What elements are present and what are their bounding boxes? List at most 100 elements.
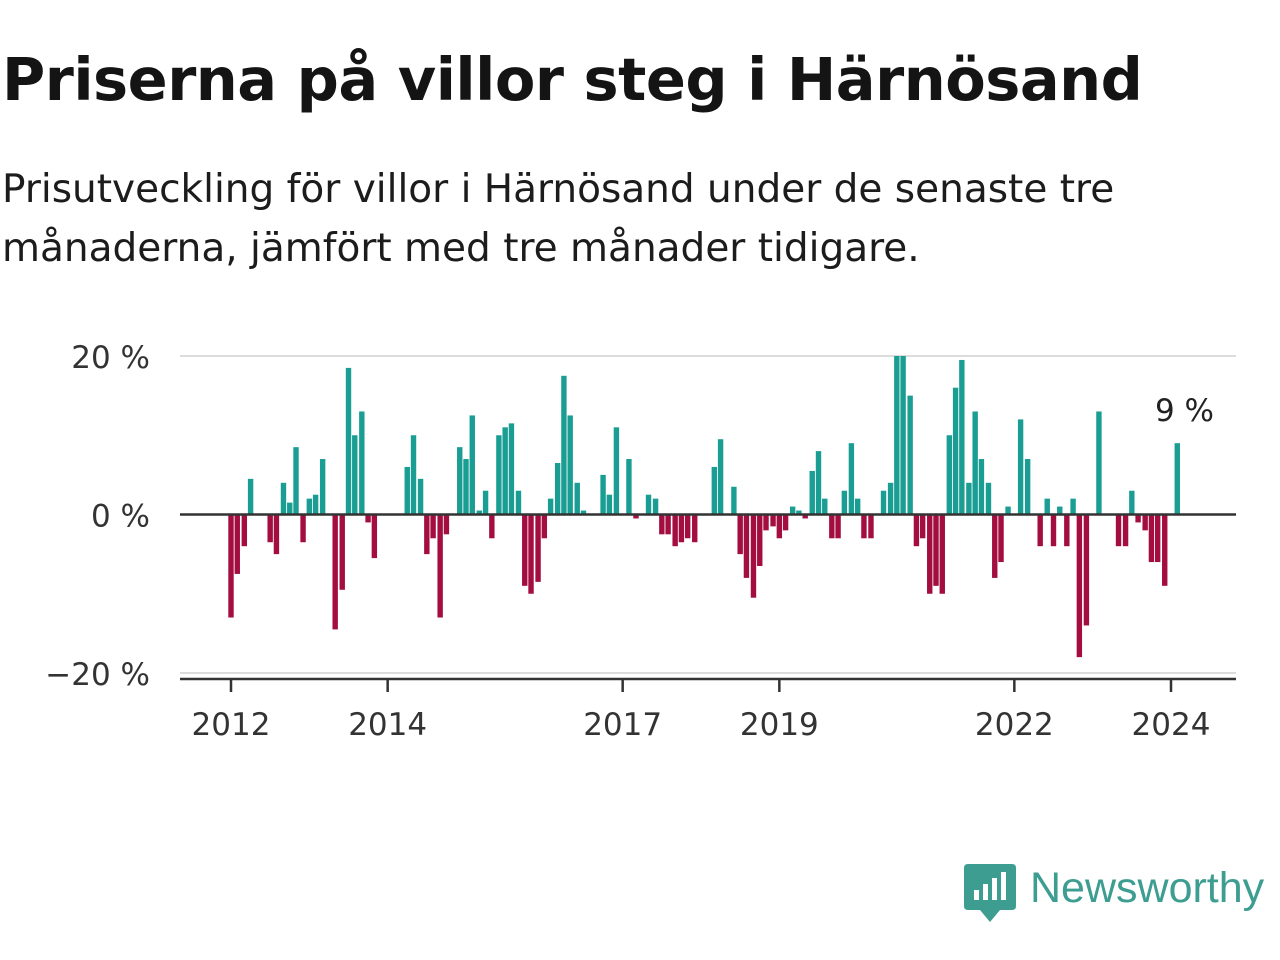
bar xyxy=(443,514,450,535)
newsworthy-bar-chart-icon xyxy=(964,864,1016,922)
bar xyxy=(424,514,430,555)
bar xyxy=(684,514,691,539)
bar xyxy=(1064,514,1070,547)
bar xyxy=(1076,514,1083,658)
bar xyxy=(1083,514,1090,626)
bar xyxy=(776,514,783,539)
bar xyxy=(880,490,887,515)
bar xyxy=(365,514,371,523)
bar xyxy=(835,514,841,539)
y-tick-label: 0 % xyxy=(91,499,150,535)
bar xyxy=(1057,506,1063,515)
bar xyxy=(267,514,273,543)
bar xyxy=(796,510,802,515)
bar xyxy=(770,514,776,527)
bar xyxy=(678,514,685,543)
bar xyxy=(247,478,254,515)
bar xyxy=(809,470,815,515)
bar xyxy=(319,459,326,515)
bar xyxy=(672,514,678,547)
axes xyxy=(180,513,1236,692)
bar xyxy=(241,514,248,547)
bar xyxy=(633,514,639,519)
bar xyxy=(613,427,620,515)
bar xyxy=(371,514,378,559)
bar xyxy=(868,514,874,539)
bar xyxy=(561,375,567,515)
bar xyxy=(802,514,808,519)
bar xyxy=(1005,506,1011,515)
bar xyxy=(580,510,587,515)
labels: 20 % 0 % −20 % 2012 2014 2017 2019 2022 2024 9 % xyxy=(45,340,1214,743)
bar xyxy=(293,447,299,515)
bar xyxy=(508,423,515,515)
bar xyxy=(966,482,972,515)
bars xyxy=(228,356,1180,658)
bar xyxy=(280,482,287,515)
bar xyxy=(404,466,410,515)
bar xyxy=(692,514,698,543)
bar xyxy=(907,395,913,515)
bar xyxy=(574,482,580,515)
bar xyxy=(894,356,900,515)
bar xyxy=(913,514,920,547)
bar xyxy=(900,356,906,515)
bar xyxy=(939,514,945,594)
bar xyxy=(463,459,469,515)
bar xyxy=(417,478,424,515)
bar xyxy=(731,486,737,515)
bar xyxy=(312,494,319,515)
bar xyxy=(359,411,365,515)
bar xyxy=(992,514,998,578)
x-tick-label: 2012 xyxy=(192,707,271,743)
x-tick-label: 2017 xyxy=(583,707,662,743)
bar xyxy=(234,514,240,574)
bar xyxy=(829,514,835,539)
bar xyxy=(352,435,358,515)
brand-logo[interactable]: Newsworthy xyxy=(964,864,1264,928)
bar xyxy=(547,498,554,515)
bar xyxy=(457,447,463,515)
bar xyxy=(1135,514,1141,523)
bar xyxy=(600,474,606,515)
bar xyxy=(300,514,306,543)
bar xyxy=(822,498,828,515)
bar xyxy=(528,514,534,594)
bar xyxy=(998,514,1004,563)
bar xyxy=(228,514,234,618)
bar xyxy=(1037,514,1043,547)
bar xyxy=(1142,514,1148,531)
bar xyxy=(757,514,763,567)
bar xyxy=(339,514,345,590)
bar xyxy=(1017,419,1024,515)
bar xyxy=(959,359,965,515)
bar xyxy=(1129,490,1135,515)
bar-chart: 20 % 0 % −20 % 2012 2014 2017 2019 2022 2024 9 % xyxy=(45,340,1236,743)
bar xyxy=(1148,514,1155,563)
bar xyxy=(659,514,665,535)
bar xyxy=(737,514,743,555)
bar xyxy=(476,510,483,515)
bar xyxy=(606,494,613,515)
bar xyxy=(933,514,939,586)
y-tick-label: 20 % xyxy=(71,340,150,376)
bar xyxy=(952,387,959,515)
bar xyxy=(854,498,861,515)
bar xyxy=(482,490,489,515)
bar xyxy=(535,514,541,582)
x-tick-label: 2024 xyxy=(1132,707,1211,743)
bar xyxy=(1096,411,1102,515)
bar xyxy=(345,367,352,515)
bar xyxy=(541,514,548,539)
bar xyxy=(469,415,475,515)
bar xyxy=(554,462,561,515)
bar xyxy=(1115,514,1122,547)
bar xyxy=(567,415,573,515)
x-tick-label: 2019 xyxy=(740,707,819,743)
bar xyxy=(717,439,724,515)
bar xyxy=(652,498,659,515)
bar xyxy=(711,466,718,515)
bar xyxy=(972,411,978,515)
x-tick-label: 2022 xyxy=(975,707,1054,743)
bar xyxy=(841,490,848,515)
